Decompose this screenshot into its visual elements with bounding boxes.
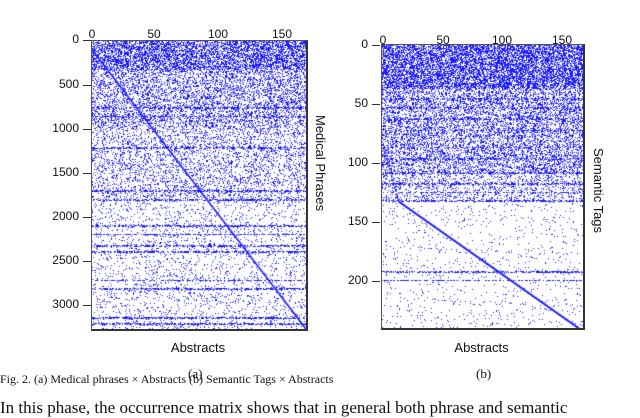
x-tick: 150 [551, 33, 573, 47]
x-tick: 50 [147, 27, 161, 41]
y-tick: 2500 [39, 253, 91, 267]
figure-caption: Fig. 2. (a) Medical phrases × Abstracts … [0, 372, 334, 386]
y-tick: 200 [328, 273, 380, 287]
y-tick: 0 [328, 37, 380, 51]
matrix-a [91, 40, 308, 331]
x-tick: 100 [491, 33, 513, 47]
x-axis-label: Abstracts [454, 340, 509, 355]
x-tick: 100 [207, 27, 229, 41]
y-tick: 0 [39, 32, 91, 46]
y-tick: 1500 [39, 165, 91, 179]
subfigure-label: (b) [476, 366, 492, 381]
x-axis-label: Abstracts [170, 340, 226, 355]
body-text: In this phase, the occurrence matrix sho… [0, 398, 568, 417]
matrix-b [381, 44, 585, 330]
y-tick: 1000 [39, 121, 91, 135]
subfigure-label: (a) [188, 366, 203, 381]
y-tick: 100 [328, 155, 380, 169]
x-tick: 0 [88, 27, 96, 41]
y-tick: 500 [39, 77, 91, 91]
x-tick: 0 [379, 33, 387, 47]
x-tick: 50 [436, 33, 450, 47]
x-tick: 150 [271, 27, 293, 41]
y-axis-label: Semantic Tags [591, 148, 606, 234]
y-axis-label: Medical Phrases [313, 115, 328, 212]
y-tick: 2000 [39, 209, 91, 223]
y-tick: 150 [328, 214, 380, 228]
y-tick: 50 [328, 96, 380, 110]
y-tick: 3000 [39, 297, 91, 311]
